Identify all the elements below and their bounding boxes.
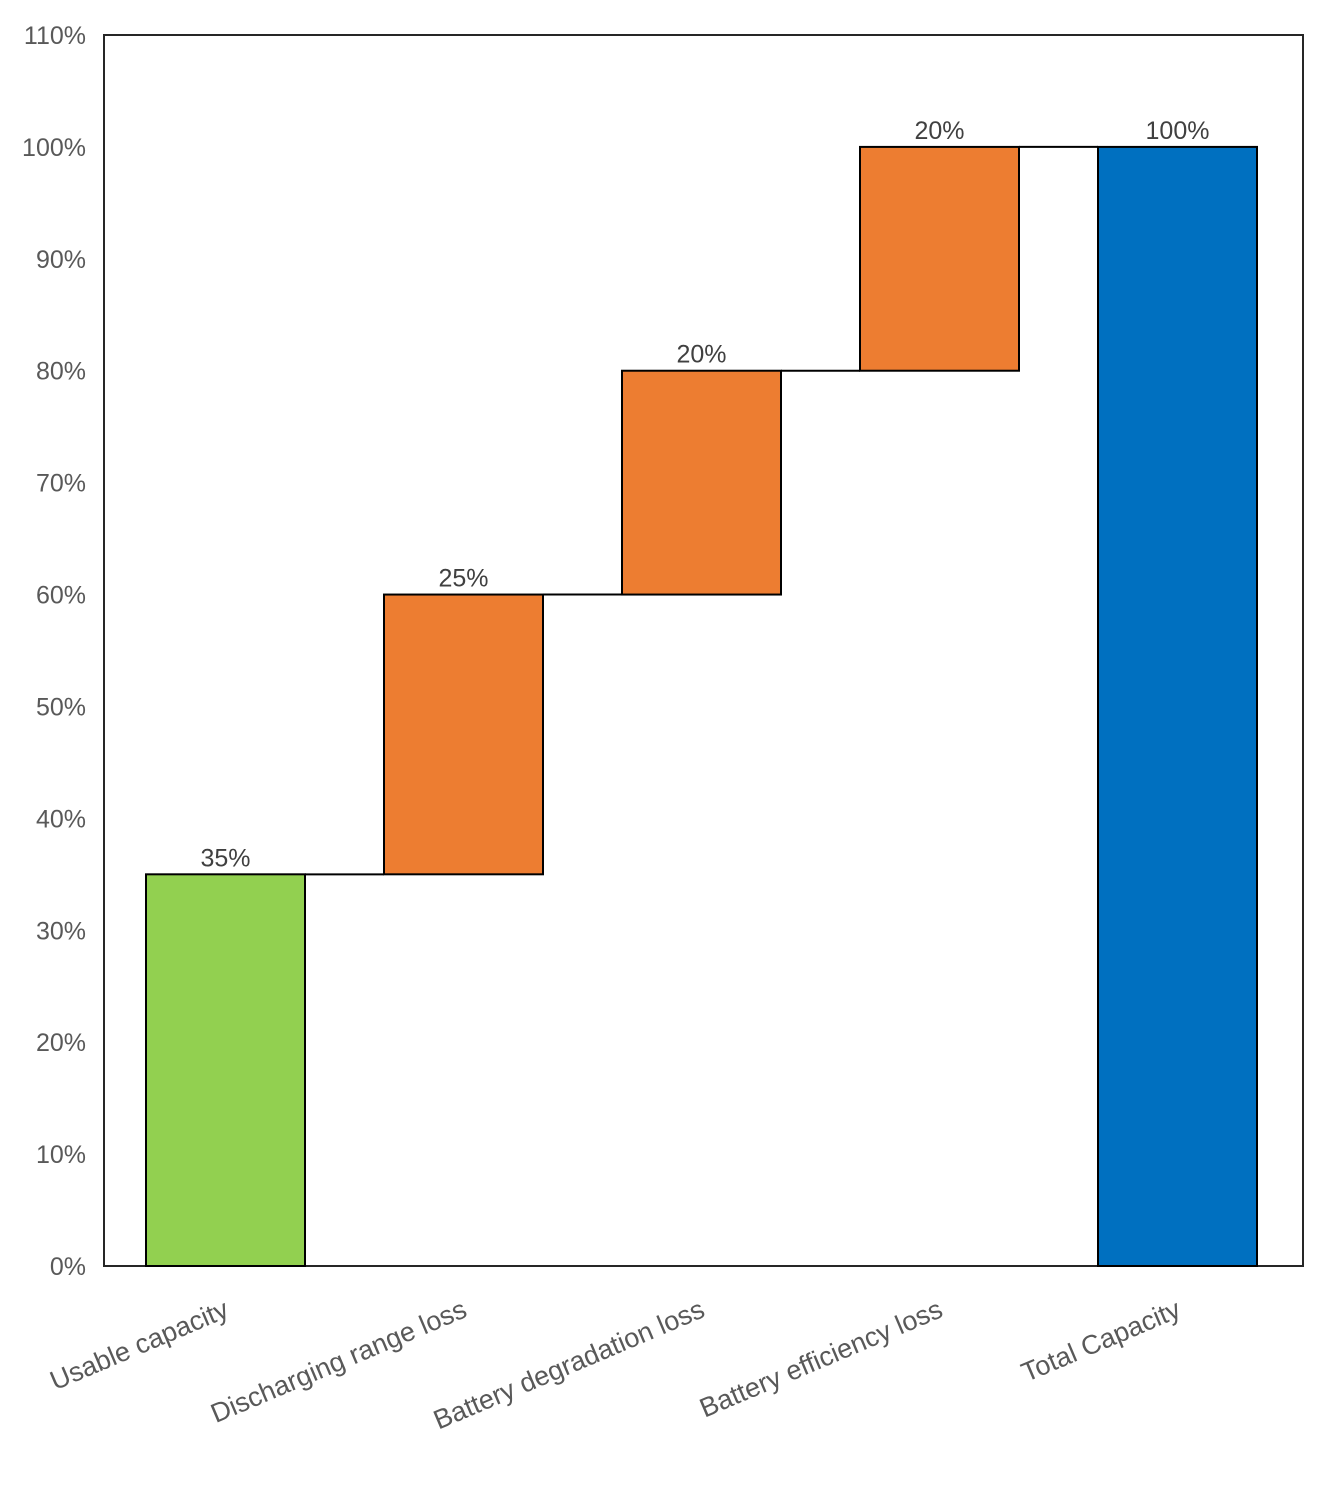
y-tick-label: 100% (22, 134, 86, 162)
y-tick-label: 60% (36, 582, 86, 610)
y-tick-label: 20% (36, 1029, 86, 1057)
y-tick-label: 80% (36, 358, 86, 386)
data-label: 100% (1146, 117, 1210, 145)
x-category-label: Battery degradation loss (429, 1294, 709, 1435)
bar-battery-efficiency-loss (859, 145, 1020, 372)
y-tick-label: 0% (50, 1253, 86, 1281)
data-label: 20% (676, 341, 726, 369)
data-label: 20% (914, 117, 964, 145)
data-label: 25% (438, 565, 488, 593)
y-tick-label: 10% (36, 1141, 86, 1169)
bar-discharging-range-loss (383, 593, 544, 876)
data-label: 35% (200, 844, 250, 872)
x-category-label: Battery efficiency loss (695, 1294, 947, 1423)
y-tick-label: 40% (36, 805, 86, 833)
y-tick-label: 70% (36, 470, 86, 498)
y-tick-label: 90% (36, 246, 86, 274)
x-category-label: Total Capacity (1017, 1294, 1185, 1388)
y-tick-label: 30% (36, 917, 86, 945)
bar-total-capacity (1097, 145, 1258, 1268)
bar-usable-capacity (145, 873, 306, 1267)
x-category-label: Usable capacity (46, 1294, 234, 1396)
bar-battery-degradation-loss (621, 369, 782, 596)
plot-area-border (103, 34, 1304, 1267)
y-tick-label: 110% (24, 22, 86, 50)
y-tick-label: 50% (36, 693, 86, 721)
